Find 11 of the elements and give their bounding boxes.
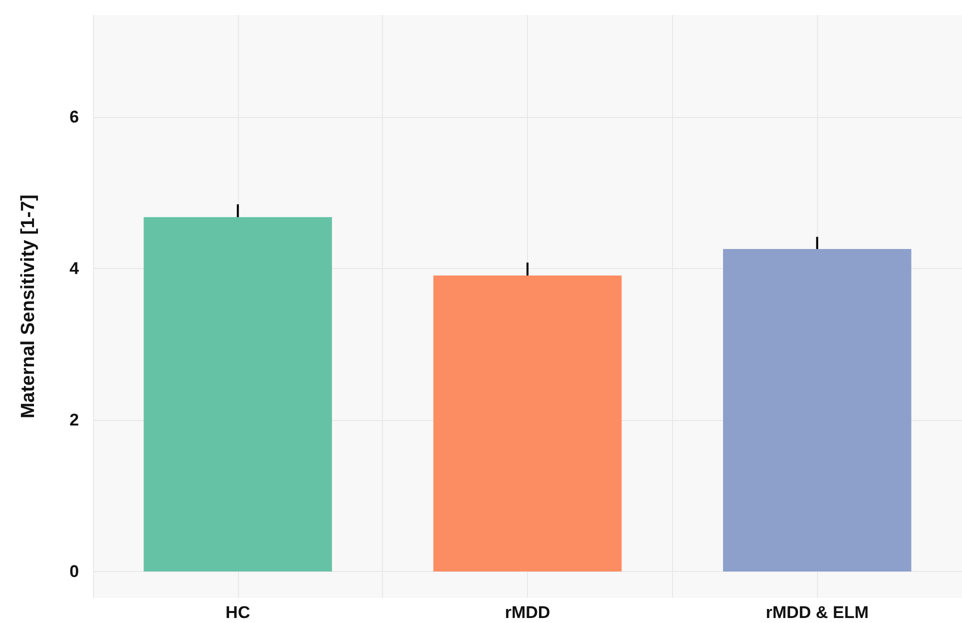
bar (433, 275, 622, 572)
x-tick-label: rMDD (504, 603, 550, 622)
y-axis-title: Maternal Sensitivity [1-7] (18, 194, 39, 418)
y-tick-label: 4 (70, 259, 80, 278)
y-tick-label: 6 (70, 108, 79, 127)
y-tick-label: 0 (70, 562, 79, 581)
bar (723, 248, 912, 572)
y-tick-label: 2 (70, 410, 79, 430)
x-tick-label: rMDD & ELM (766, 603, 869, 622)
bar (144, 217, 332, 572)
x-tick-label: HC (226, 603, 250, 622)
